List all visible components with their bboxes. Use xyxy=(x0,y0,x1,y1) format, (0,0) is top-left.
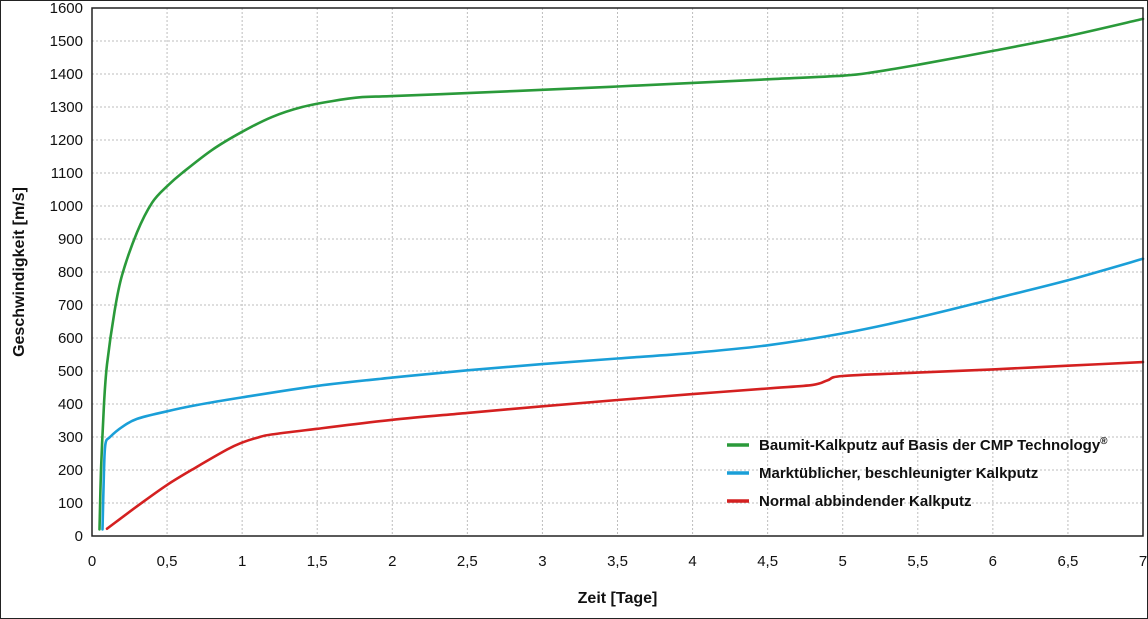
series-line-0 xyxy=(98,17,1145,531)
x-axis-title: Zeit [Tage] xyxy=(578,590,658,607)
y-tick-label: 400 xyxy=(58,396,83,413)
x-tick-label: 6 xyxy=(989,553,997,570)
x-tick-label: 1,5 xyxy=(307,553,328,570)
y-tick-label: 1400 xyxy=(50,66,83,83)
y-tick-label: 100 xyxy=(58,495,83,512)
x-tick-label: 0,5 xyxy=(157,553,178,570)
y-tick-label: 900 xyxy=(58,231,83,248)
y-tick-label: 1300 xyxy=(50,99,83,116)
x-tick-label: 2 xyxy=(388,553,396,570)
x-tick-label: 4 xyxy=(688,553,696,570)
y-tick-label: 1000 xyxy=(50,198,83,215)
x-tick-label: 3,5 xyxy=(607,553,628,570)
legend-label-text: Baumit-Kalkputz auf Basis der CMP Techno… xyxy=(759,437,1101,454)
legend-label-text: Normal abbindender Kalkputz xyxy=(759,493,972,510)
series-line-2 xyxy=(105,360,1145,530)
x-tick-label: 2,5 xyxy=(457,553,478,570)
x-tick-label: 3 xyxy=(538,553,546,570)
y-tick-label: 1500 xyxy=(50,33,83,50)
series-line-1 xyxy=(101,257,1145,531)
legend-label-2: Normal abbindender Kalkputz xyxy=(759,493,972,510)
legend: Baumit-Kalkputz auf Basis der CMP Techno… xyxy=(727,436,1108,510)
plot-area xyxy=(91,7,1144,537)
y-tick-label: 800 xyxy=(58,264,83,281)
x-tick-label: 0 xyxy=(88,553,96,570)
x-tick-label: 4,5 xyxy=(757,553,778,570)
legend-label-suffix: ® xyxy=(1100,436,1108,447)
x-tick-label: 7 xyxy=(1139,553,1147,570)
y-tick-label: 600 xyxy=(58,330,83,347)
y-tick-label: 0 xyxy=(75,528,83,545)
y-tick-label: 1100 xyxy=(51,165,83,182)
series-lines xyxy=(98,17,1145,531)
y-tick-label: 1200 xyxy=(50,132,83,149)
x-tick-label: 5,5 xyxy=(907,553,928,570)
x-tick-label: 6,5 xyxy=(1057,553,1078,570)
legend-label-0: Baumit-Kalkputz auf Basis der CMP Techno… xyxy=(759,436,1108,454)
legend-label-text: Marktüblicher, beschleunigter Kalkputz xyxy=(759,465,1038,482)
y-tick-label: 1600 xyxy=(50,0,83,17)
y-tick-label: 500 xyxy=(58,363,83,380)
x-tick-label: 1 xyxy=(238,553,246,570)
y-tick-label: 300 xyxy=(58,429,83,446)
y-axis-title: Geschwindigkeit [m/s] xyxy=(11,187,28,357)
y-tick-label: 700 xyxy=(58,297,83,314)
tick-labels: 0 0,5 1 1,5 2 2,5 3 3,5 4 4,5 5 5,5 6 6,5 7 0 100 200 300 4… xyxy=(50,0,1148,570)
y-tick-label: 200 xyxy=(58,462,83,479)
legend-label-1: Marktüblicher, beschleunigter Kalkputz xyxy=(759,465,1038,482)
x-tick-label: 5 xyxy=(839,553,847,570)
